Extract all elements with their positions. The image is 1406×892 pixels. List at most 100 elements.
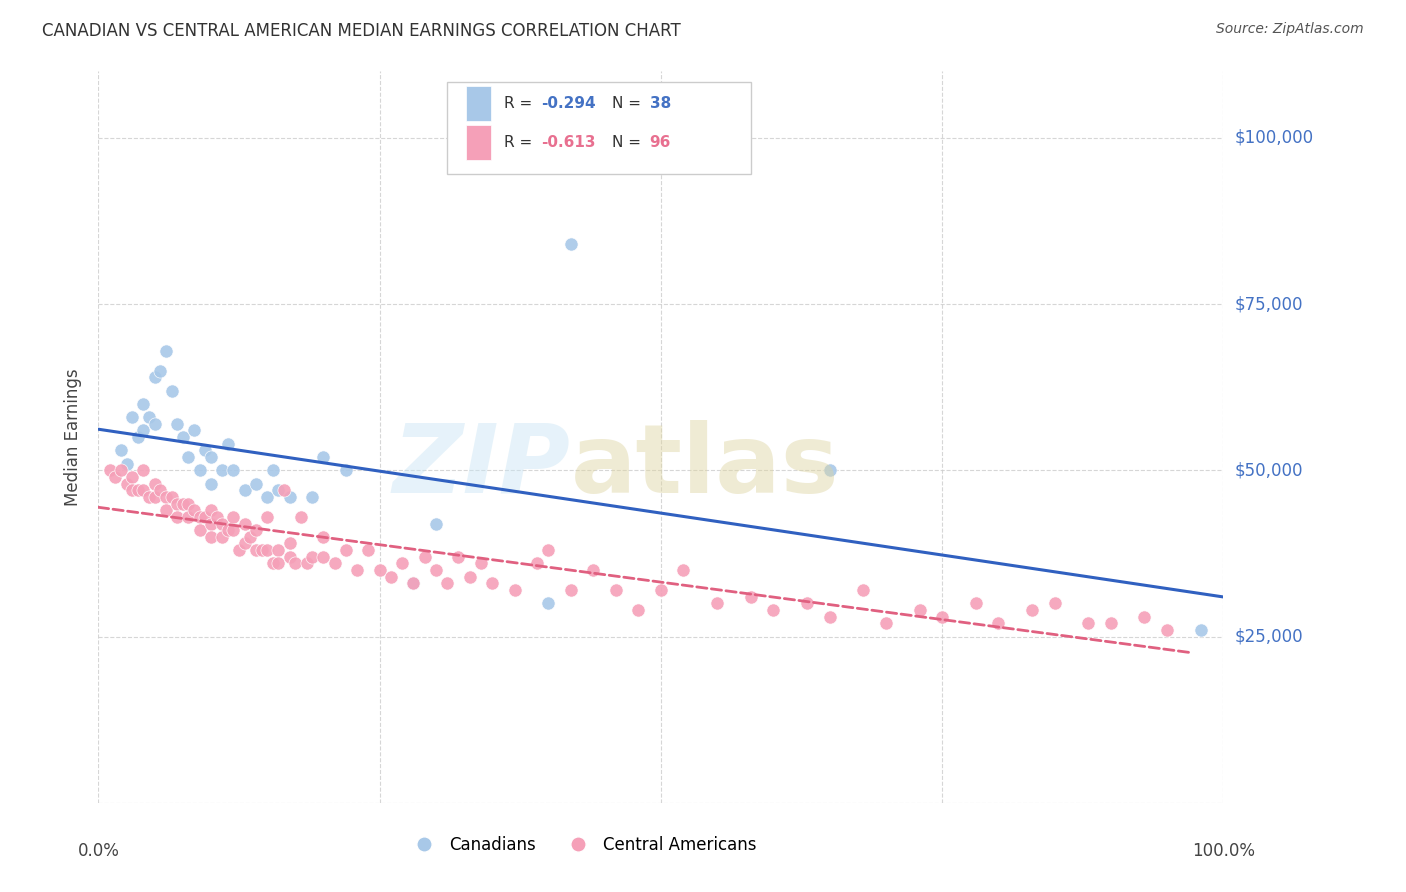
Text: $75,000: $75,000	[1234, 295, 1303, 313]
Text: ZIP: ZIP	[392, 420, 571, 513]
Point	[228, 543, 250, 558]
Point	[368, 563, 391, 577]
Point	[194, 443, 217, 458]
Point	[481, 576, 503, 591]
Point	[250, 543, 273, 558]
Point	[132, 483, 155, 498]
Point	[796, 596, 818, 610]
Point	[706, 596, 728, 610]
Point	[177, 450, 200, 464]
Point	[160, 490, 183, 504]
Point	[284, 557, 307, 571]
Point	[267, 483, 290, 498]
Point	[357, 543, 380, 558]
Point	[1043, 596, 1066, 610]
Point	[425, 516, 447, 531]
Point	[537, 543, 560, 558]
Point	[413, 549, 436, 564]
Point	[211, 530, 233, 544]
Point	[121, 410, 143, 425]
Legend: Canadians, Central Americans: Canadians, Central Americans	[401, 829, 763, 860]
Text: $25,000: $25,000	[1234, 628, 1303, 646]
Point	[402, 576, 425, 591]
Point	[222, 463, 245, 477]
Point	[110, 443, 132, 458]
Point	[852, 582, 875, 597]
Point	[200, 516, 222, 531]
Text: R =: R =	[505, 96, 537, 112]
Point	[211, 463, 233, 477]
Text: -0.294: -0.294	[541, 96, 596, 112]
Text: Source: ZipAtlas.com: Source: ZipAtlas.com	[1216, 22, 1364, 37]
Point	[217, 436, 239, 450]
Point	[222, 509, 245, 524]
Point	[143, 370, 166, 384]
Point	[380, 570, 402, 584]
Point	[582, 563, 605, 577]
Point	[256, 490, 278, 504]
Point	[200, 503, 222, 517]
Text: atlas: atlas	[571, 420, 839, 513]
Point	[1156, 623, 1178, 637]
Point	[818, 609, 841, 624]
Point	[818, 463, 841, 477]
Point	[172, 430, 194, 444]
Point	[301, 549, 323, 564]
Point	[233, 536, 256, 550]
Point	[278, 549, 301, 564]
Point	[127, 483, 149, 498]
Point	[1021, 603, 1043, 617]
Point	[312, 450, 335, 464]
Text: -0.613: -0.613	[541, 135, 596, 150]
Point	[1099, 616, 1122, 631]
Point	[425, 563, 447, 577]
Point	[245, 543, 267, 558]
Point	[160, 384, 183, 398]
Point	[908, 603, 931, 617]
Point	[1189, 623, 1212, 637]
Point	[605, 582, 627, 597]
Point	[143, 417, 166, 431]
Point	[177, 497, 200, 511]
Point	[256, 509, 278, 524]
Point	[262, 463, 284, 477]
Point	[138, 410, 160, 425]
Text: $50,000: $50,000	[1234, 461, 1303, 479]
Point	[312, 549, 335, 564]
Point	[132, 463, 155, 477]
Point	[155, 490, 177, 504]
Point	[149, 483, 172, 498]
Point	[155, 343, 177, 358]
Point	[188, 463, 211, 477]
Point	[1077, 616, 1099, 631]
Point	[335, 543, 357, 558]
FancyBboxPatch shape	[467, 125, 491, 160]
Point	[138, 490, 160, 504]
Y-axis label: Median Earnings: Median Earnings	[65, 368, 83, 506]
Text: 96: 96	[650, 135, 671, 150]
Point	[650, 582, 672, 597]
Point	[627, 603, 650, 617]
Point	[188, 523, 211, 537]
Point	[239, 530, 262, 544]
Point	[149, 363, 172, 377]
Point	[312, 530, 335, 544]
Point	[447, 549, 470, 564]
Point	[256, 543, 278, 558]
FancyBboxPatch shape	[447, 82, 751, 174]
Point	[115, 457, 138, 471]
Point	[177, 509, 200, 524]
Point	[323, 557, 346, 571]
Point	[295, 557, 318, 571]
Text: N =: N =	[613, 135, 647, 150]
Point	[143, 490, 166, 504]
Point	[200, 450, 222, 464]
Point	[537, 596, 560, 610]
Point	[402, 576, 425, 591]
Point	[121, 470, 143, 484]
Point	[194, 509, 217, 524]
Point	[132, 424, 155, 438]
Point	[183, 424, 205, 438]
Point	[560, 582, 582, 597]
Point	[233, 516, 256, 531]
